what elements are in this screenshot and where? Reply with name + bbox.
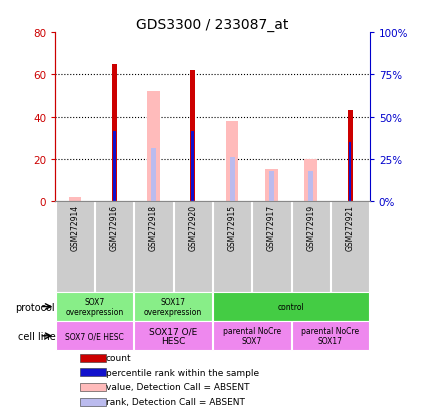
Bar bbox=[292, 321, 369, 351]
Bar bbox=[56, 292, 133, 321]
Text: GSM272920: GSM272920 bbox=[188, 204, 197, 250]
Text: SOX17
overexpression: SOX17 overexpression bbox=[144, 297, 202, 316]
Bar bbox=[113, 132, 116, 202]
Text: value, Detection Call = ABSENT: value, Detection Call = ABSENT bbox=[105, 382, 249, 392]
Bar bbox=[252, 202, 291, 292]
Bar bbox=[56, 321, 133, 351]
Bar bbox=[112, 64, 117, 202]
Bar bbox=[308, 172, 313, 202]
Bar bbox=[213, 202, 251, 292]
Text: SOX7 O/E HESC: SOX7 O/E HESC bbox=[65, 332, 124, 340]
Text: GSM272914: GSM272914 bbox=[71, 204, 79, 250]
Bar bbox=[80, 398, 106, 406]
Bar bbox=[348, 111, 353, 202]
Bar bbox=[147, 92, 160, 202]
Bar bbox=[151, 149, 156, 202]
Text: GSM272918: GSM272918 bbox=[149, 204, 158, 250]
Text: parental NoCre
SOX7: parental NoCre SOX7 bbox=[223, 326, 281, 346]
Bar bbox=[80, 383, 106, 391]
Bar bbox=[213, 292, 369, 321]
Text: percentile rank within the sample: percentile rank within the sample bbox=[105, 368, 259, 377]
Text: rank, Detection Call = ABSENT: rank, Detection Call = ABSENT bbox=[105, 397, 244, 406]
Bar bbox=[292, 202, 330, 292]
Bar bbox=[134, 202, 173, 204]
Bar bbox=[226, 121, 238, 202]
Bar bbox=[174, 202, 212, 204]
Text: GSM272915: GSM272915 bbox=[228, 204, 237, 250]
Bar bbox=[134, 202, 173, 292]
Bar bbox=[56, 202, 94, 204]
Bar bbox=[292, 202, 330, 204]
Bar bbox=[265, 170, 278, 202]
Bar bbox=[269, 172, 274, 202]
Bar bbox=[80, 368, 106, 376]
Bar bbox=[134, 292, 212, 321]
Bar bbox=[213, 321, 291, 351]
Text: control: control bbox=[278, 302, 304, 311]
Bar bbox=[95, 202, 133, 292]
Bar bbox=[252, 202, 291, 204]
Bar bbox=[230, 157, 235, 202]
Text: SOX17 O/E
HESC: SOX17 O/E HESC bbox=[149, 326, 197, 346]
Text: cell line: cell line bbox=[17, 331, 55, 341]
Bar bbox=[192, 132, 194, 202]
Bar bbox=[331, 202, 369, 204]
Bar bbox=[331, 202, 369, 292]
Bar bbox=[68, 197, 81, 202]
Title: GDS3300 / 233087_at: GDS3300 / 233087_at bbox=[136, 18, 289, 32]
Text: GSM272919: GSM272919 bbox=[306, 204, 315, 250]
Bar bbox=[80, 354, 106, 362]
Text: SOX7
overexpression: SOX7 overexpression bbox=[65, 297, 124, 316]
Bar bbox=[213, 202, 251, 204]
Bar bbox=[304, 159, 317, 202]
Bar bbox=[174, 202, 212, 292]
Bar bbox=[190, 71, 196, 202]
Text: parental NoCre
SOX17: parental NoCre SOX17 bbox=[301, 326, 360, 346]
Bar bbox=[134, 321, 212, 351]
Text: protocol: protocol bbox=[16, 302, 55, 312]
Text: GSM272917: GSM272917 bbox=[267, 204, 276, 250]
Bar bbox=[95, 202, 133, 204]
Text: GSM272921: GSM272921 bbox=[346, 204, 354, 250]
Bar bbox=[56, 202, 94, 292]
Bar bbox=[349, 142, 351, 202]
Text: GSM272916: GSM272916 bbox=[110, 204, 119, 250]
Text: count: count bbox=[105, 354, 131, 362]
